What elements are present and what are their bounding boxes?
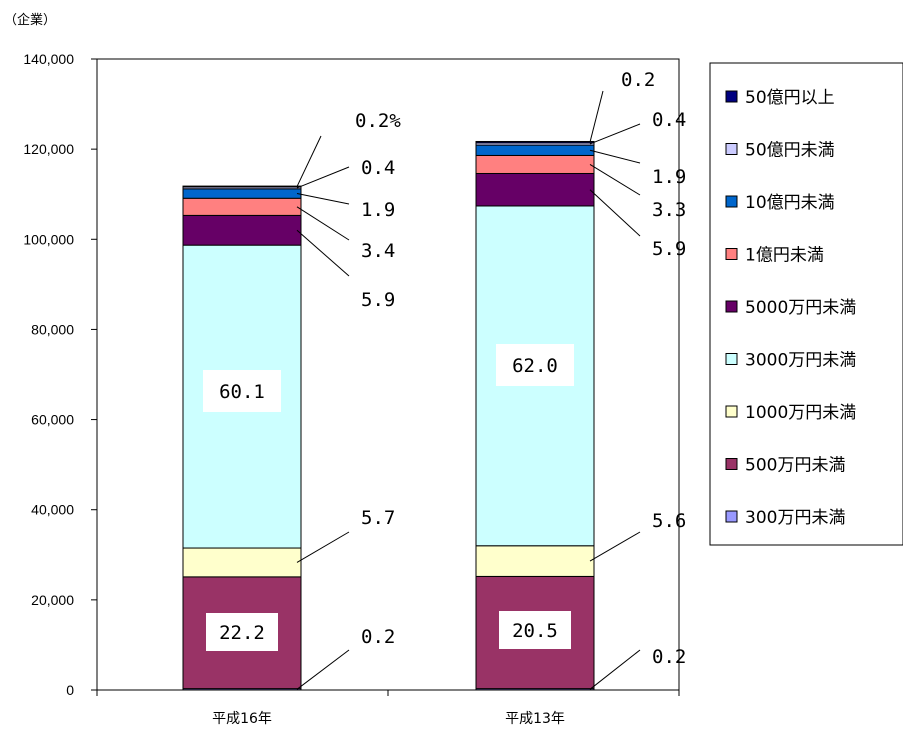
- bar-segment: [475, 172, 595, 207]
- y-axis: 0 20,000 40,000 60,000 80,000 100,000 120,000 1…: [23, 51, 97, 698]
- y-tick-label: 0: [66, 682, 74, 698]
- data-label: 1.9: [361, 199, 395, 221]
- legend-label: 50億円未満: [745, 141, 835, 161]
- leader-line: [589, 189, 641, 237]
- data-label: 3.3: [652, 199, 686, 221]
- bar-stacks: [182, 140, 595, 691]
- y-tick-label: 60,000: [31, 412, 74, 428]
- leader-line: [296, 166, 350, 189]
- bar-segment: [182, 197, 302, 216]
- data-label: 5.7: [361, 507, 395, 529]
- legend-label: 300万円未満: [745, 508, 845, 528]
- data-label: 5.9: [361, 289, 395, 311]
- legend-swatch: [725, 195, 738, 208]
- data-label-box: [496, 344, 574, 386]
- y-tick-label: 40,000: [31, 502, 74, 518]
- leader-line: [589, 149, 641, 164]
- legend-swatch: [725, 248, 738, 260]
- legend-swatch: [725, 458, 738, 470]
- data-label: 0.4: [361, 157, 395, 179]
- bar-segment: [182, 214, 302, 246]
- legend-swatch: [725, 143, 738, 155]
- data-label: 60.1: [219, 381, 265, 403]
- leader-line: [589, 123, 641, 145]
- data-label-box: [203, 370, 281, 412]
- legend-swatch: [725, 405, 738, 418]
- x-category-label: 平成13年: [505, 711, 565, 727]
- leader-line: [589, 164, 641, 196]
- legend-label: 1000万円未満: [745, 403, 856, 423]
- data-label: 0.2: [621, 69, 655, 91]
- x-axis: 平成16年 平成13年: [96, 690, 680, 727]
- y-tick-label: 100,000: [23, 231, 74, 247]
- leader-line: [296, 193, 350, 205]
- leader-line: [589, 531, 641, 562]
- y-tick-label: 140,000: [23, 51, 74, 67]
- data-label: 22.2: [219, 622, 265, 644]
- bar-segment: [182, 188, 302, 199]
- data-label: 0.4: [652, 109, 686, 131]
- bar-segment: [475, 545, 595, 577]
- legend-label: 5000万円未満: [745, 298, 856, 318]
- legend-swatch: [725, 300, 738, 313]
- leader-line: [296, 649, 350, 690]
- bar-segment: [182, 547, 302, 578]
- data-labels: 0.2 0.2 22.2 20.5 5.7 5.6 60.1 62.0 5.9 5.9 3.4 3.3…: [203, 69, 686, 690]
- legend-swatch: [725, 353, 738, 365]
- data-label: 0.2: [361, 626, 395, 648]
- legend-swatch: [725, 510, 738, 523]
- y-tick-label: 20,000: [31, 592, 74, 608]
- bar-segment: [475, 140, 595, 144]
- x-category-label: 平成16年: [212, 711, 272, 727]
- data-label-box: [206, 613, 278, 651]
- bar-segment: [475, 144, 595, 156]
- data-label: 0.2: [652, 646, 686, 668]
- bar-segment: [475, 154, 595, 174]
- data-label: 20.5: [512, 620, 558, 642]
- y-tick-label: 120,000: [23, 141, 74, 157]
- legend-swatch: [725, 90, 738, 103]
- data-label: 62.0: [512, 355, 558, 377]
- leader-line: [296, 135, 322, 187]
- y-tick-label: 80,000: [31, 321, 74, 337]
- data-label-box: [499, 611, 571, 649]
- leader-line: [296, 229, 350, 277]
- legend-label: 500万円未満: [745, 456, 845, 476]
- bar-segment: [182, 185, 302, 188]
- legend-label: 50億円以上: [745, 88, 835, 108]
- leader-line: [296, 531, 350, 563]
- data-label: 1.9: [652, 166, 686, 188]
- legend-box: [709, 62, 903, 546]
- data-label: 3.4: [361, 240, 395, 262]
- legend-label: 3000万円未満: [745, 351, 856, 371]
- leader-line: [296, 206, 350, 241]
- y-axis-unit-label: （企業）: [4, 12, 56, 28]
- legend-label: 10億円未満: [745, 193, 835, 213]
- leader-line: [589, 649, 641, 690]
- legend: 50億円以上 50億円未満 10億円未満 1億円未満 5000万円未満 3000万円未満 1…: [709, 62, 903, 546]
- data-label: 5.6: [652, 510, 686, 532]
- leader-line: [589, 90, 604, 143]
- data-label: 5.9: [652, 238, 686, 260]
- data-label: 0.2%: [355, 110, 401, 132]
- legend-label: 1億円未満: [745, 246, 824, 266]
